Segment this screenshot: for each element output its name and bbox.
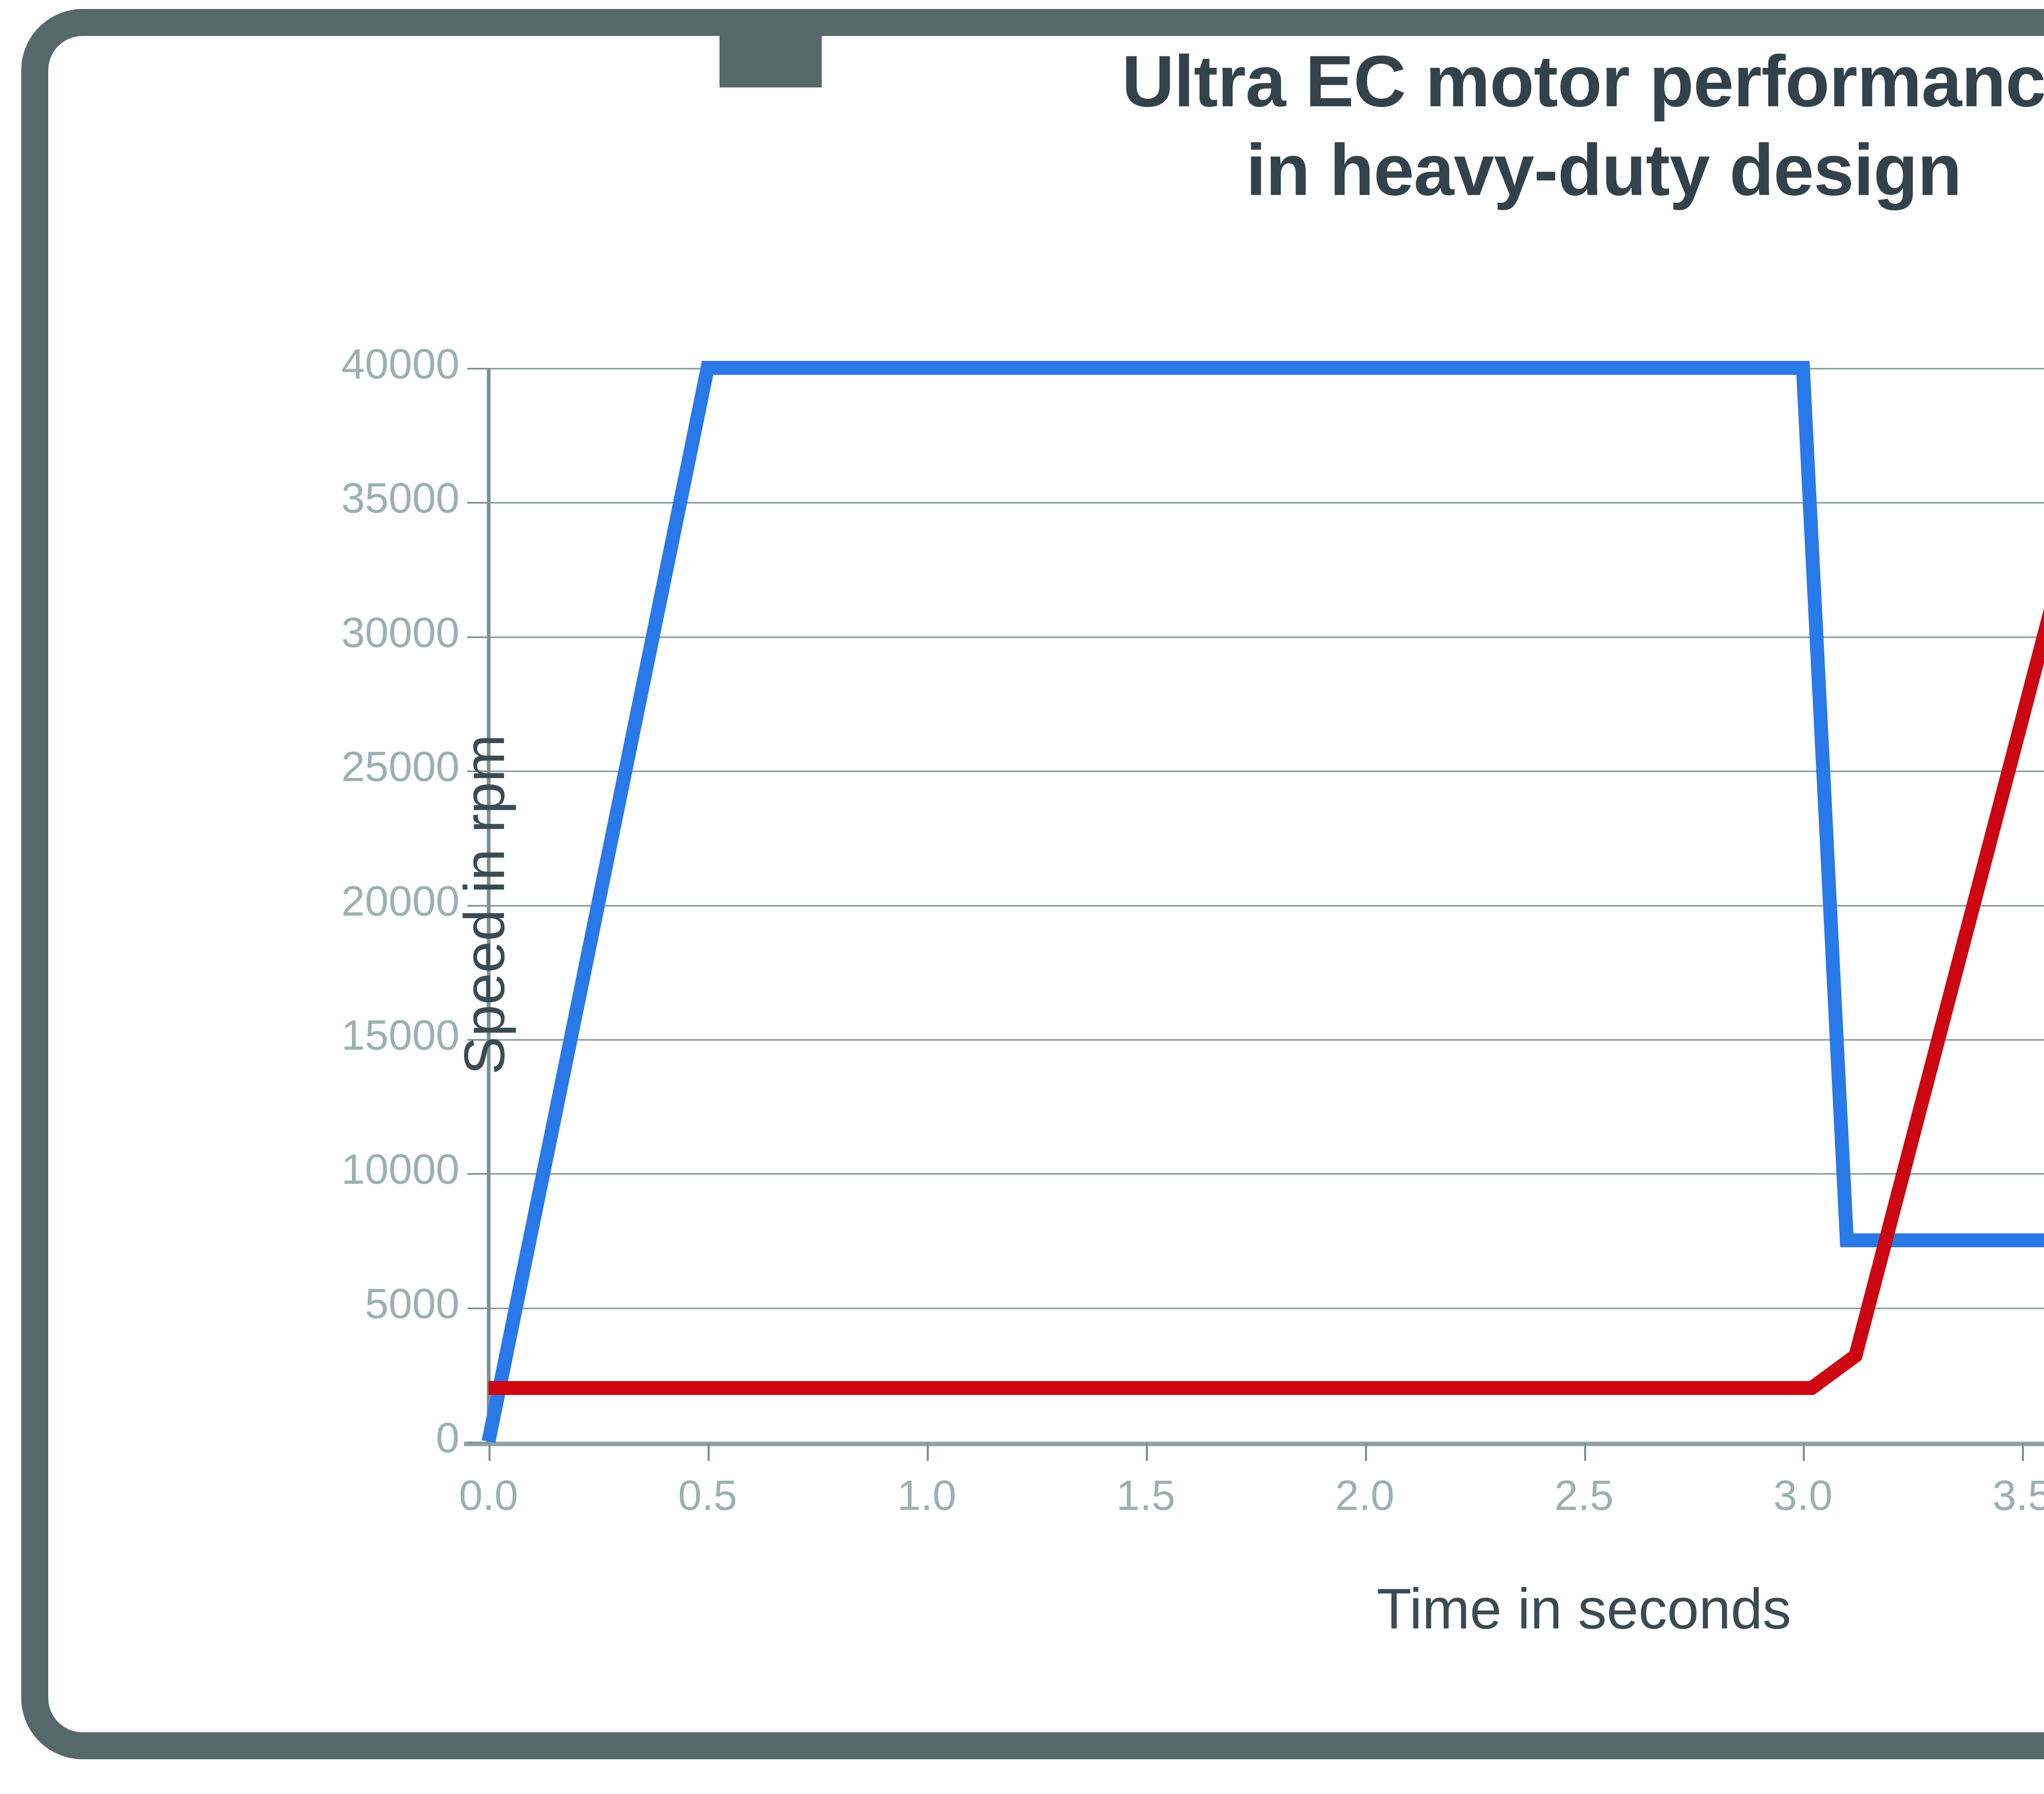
y-axis-left-tick: [467, 502, 489, 504]
x-axis-tick: [1145, 1443, 1148, 1461]
gridline: [489, 905, 2044, 907]
y-axis-left-tick: [467, 905, 489, 907]
x-axis-tick-label: 0.0: [459, 1472, 518, 1519]
y-axis-left-tick: [467, 1039, 489, 1041]
y-axis-left-spine: [487, 368, 491, 1442]
y-axis-left-tick-label: 5000: [365, 1280, 459, 1328]
x-axis-tick: [1584, 1443, 1586, 1461]
gridline: [489, 1039, 2044, 1041]
y-axis-left-tick-label: 15000: [341, 1011, 459, 1059]
y-axis-left-tick-label: 40000: [341, 340, 459, 388]
x-axis-tick-label: 0.5: [678, 1472, 737, 1519]
gridline: [489, 502, 2044, 504]
gridline: [489, 1173, 2044, 1175]
x-axis-tick: [1365, 1443, 1367, 1461]
y-axis-left-tick: [467, 368, 489, 370]
y-axis-left-tick: [467, 636, 489, 638]
gridline: [489, 636, 2044, 638]
y-axis-left-tick: [467, 1442, 489, 1443]
x-axis-tick-label: 1.0: [897, 1472, 957, 1519]
y-axis-left-tick-label: 0: [436, 1414, 459, 1462]
y-axis-left-tick-label: 10000: [341, 1146, 459, 1194]
gridline: [489, 770, 2044, 773]
x-axis-tick-label: 2.5: [1554, 1472, 1614, 1519]
title-line-1: Ultra EC motor performance: [1122, 40, 2044, 122]
x-axis-tick-label: 2.0: [1335, 1472, 1394, 1519]
x-axis-tick: [707, 1443, 710, 1461]
y-axis-left-tick-label: 35000: [341, 475, 459, 522]
rounded-frame-border: [21, 9, 2044, 1759]
y-axis-left-tick-label: 30000: [341, 609, 459, 656]
series-lines: [482, 361, 2044, 1443]
torque-series-line: [489, 608, 2044, 1395]
x-axis-tick-label: 3.0: [1773, 1472, 1833, 1519]
x-axis-tick-label: 1.5: [1116, 1472, 1175, 1519]
plot-area: 0.00.51.01.52.02.53.03.54.04.55.0 050001…: [341, 340, 2044, 1641]
y-axis-left-tick: [467, 1173, 489, 1175]
speed-series-line: [482, 361, 2044, 1443]
x-axis-tick: [1803, 1443, 1805, 1461]
x-axis-tick-label: 3.5: [1992, 1472, 2044, 1519]
y-axis-left-title: Speed in rpm: [452, 734, 516, 1075]
y-axis-left-tick: [467, 1307, 489, 1309]
x-axis-tick: [2022, 1443, 2024, 1461]
x-axis-tick: [489, 1443, 491, 1461]
x-axis-tick: [926, 1443, 929, 1461]
x-axis-title: Time in seconds: [1376, 1577, 1791, 1641]
title-line-2: in heavy-duty design: [1246, 129, 1962, 211]
gridline: [489, 1307, 2044, 1309]
title-decoration-bar-left: [719, 35, 822, 87]
y-axis-left-tick-label: 20000: [341, 877, 459, 925]
y-axis-left-tick: [467, 770, 489, 773]
chart-title: Ultra EC motor performance in heavy-duty…: [0, 37, 2044, 214]
y-axis-left-tick-label: 25000: [341, 743, 459, 791]
x-axis-spine: [464, 1442, 2044, 1446]
